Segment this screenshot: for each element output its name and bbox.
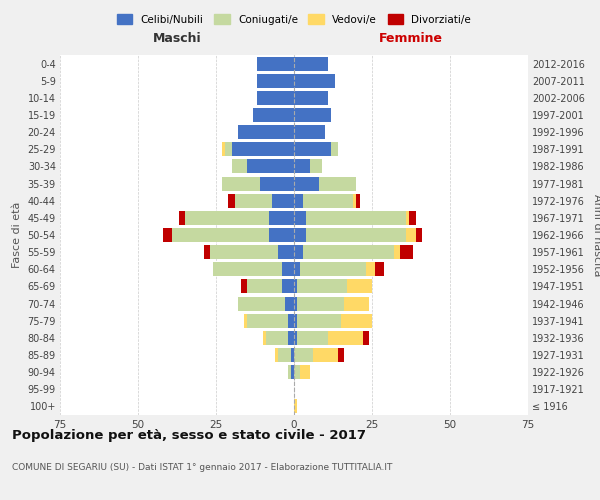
Bar	[257, 56, 294, 70]
Bar	[244, 314, 247, 328]
Y-axis label: Anni di nascita: Anni di nascita	[592, 194, 600, 276]
Bar	[294, 280, 297, 293]
Bar	[294, 108, 331, 122]
Bar	[247, 160, 294, 173]
Bar	[294, 296, 297, 310]
Bar	[294, 228, 307, 242]
Bar	[294, 262, 300, 276]
Bar	[297, 331, 328, 345]
Y-axis label: Fasce di età: Fasce di età	[12, 202, 22, 268]
Bar	[253, 108, 294, 122]
Bar	[294, 348, 313, 362]
Bar	[278, 348, 291, 362]
Bar	[179, 211, 185, 225]
Bar	[375, 262, 385, 276]
Bar	[294, 142, 331, 156]
Bar	[294, 314, 297, 328]
Bar	[269, 211, 294, 225]
Bar	[356, 194, 359, 207]
Bar	[297, 314, 341, 328]
Bar	[288, 365, 291, 379]
Text: Maschi: Maschi	[152, 32, 202, 44]
Bar	[291, 348, 294, 362]
Bar	[307, 211, 406, 225]
Bar	[272, 194, 294, 207]
Bar	[294, 91, 328, 105]
Bar	[235, 194, 272, 207]
Bar	[203, 245, 210, 259]
Bar	[257, 91, 294, 105]
Bar	[238, 296, 284, 310]
Bar	[294, 125, 325, 139]
Text: Popolazione per età, sesso e stato civile - 2017: Popolazione per età, sesso e stato civil…	[12, 430, 366, 442]
Bar	[331, 142, 338, 156]
Bar	[210, 245, 278, 259]
Bar	[232, 160, 247, 173]
Bar	[247, 314, 288, 328]
Bar	[281, 280, 294, 293]
Bar	[307, 228, 406, 242]
Bar	[344, 296, 369, 310]
Bar	[406, 211, 409, 225]
Bar	[260, 176, 294, 190]
Bar	[241, 280, 247, 293]
Bar	[247, 280, 281, 293]
Bar	[406, 228, 416, 242]
Bar	[319, 176, 356, 190]
Bar	[275, 348, 278, 362]
Bar	[294, 176, 319, 190]
Bar	[288, 314, 294, 328]
Bar	[294, 331, 297, 345]
Bar	[294, 160, 310, 173]
Bar	[394, 245, 400, 259]
Bar	[297, 296, 344, 310]
Bar	[238, 125, 294, 139]
Bar	[294, 56, 328, 70]
Bar	[366, 262, 375, 276]
Bar	[341, 314, 372, 328]
Bar	[347, 280, 372, 293]
Text: Femmine: Femmine	[379, 32, 443, 44]
Bar	[222, 176, 260, 190]
Bar	[291, 365, 294, 379]
Bar	[409, 211, 416, 225]
Bar	[266, 331, 288, 345]
Bar	[294, 211, 307, 225]
Bar	[232, 142, 294, 156]
Bar	[338, 348, 344, 362]
Bar	[294, 74, 335, 88]
Bar	[263, 331, 266, 345]
Bar	[185, 211, 269, 225]
Bar	[281, 262, 294, 276]
Bar	[257, 74, 294, 88]
Text: COMUNE DI SEGARIU (SU) - Dati ISTAT 1° gennaio 2017 - Elaborazione TUTTITALIA.IT: COMUNE DI SEGARIU (SU) - Dati ISTAT 1° g…	[12, 464, 392, 472]
Bar	[300, 365, 310, 379]
Bar	[304, 194, 353, 207]
Bar	[222, 142, 226, 156]
Bar	[163, 228, 172, 242]
Bar	[416, 228, 422, 242]
Bar	[310, 160, 322, 173]
Bar	[313, 348, 338, 362]
Legend: Celibi/Nubili, Coniugati/e, Vedovi/e, Divorziati/e: Celibi/Nubili, Coniugati/e, Vedovi/e, Di…	[113, 10, 475, 29]
Bar	[172, 228, 269, 242]
Bar	[294, 365, 300, 379]
Bar	[288, 331, 294, 345]
Bar	[269, 228, 294, 242]
Bar	[226, 142, 232, 156]
Bar	[300, 262, 366, 276]
Bar	[294, 400, 297, 413]
Bar	[328, 331, 362, 345]
Bar	[213, 262, 281, 276]
Bar	[278, 245, 294, 259]
Bar	[294, 245, 304, 259]
Bar	[400, 245, 413, 259]
Bar	[362, 331, 369, 345]
Bar	[353, 194, 356, 207]
Bar	[229, 194, 235, 207]
Bar	[294, 194, 304, 207]
Bar	[297, 280, 347, 293]
Bar	[304, 245, 394, 259]
Bar	[284, 296, 294, 310]
